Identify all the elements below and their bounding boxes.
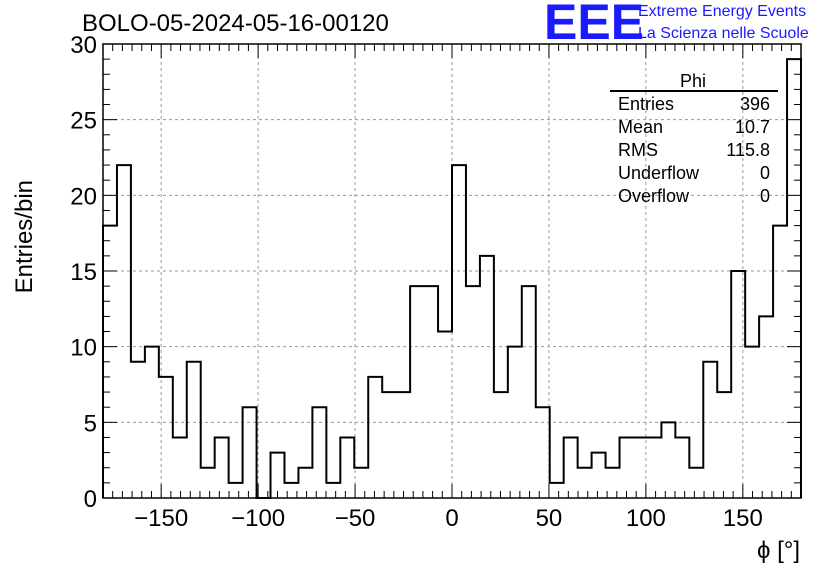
tick-labels: −150 −100 −50 0 50 100 150 0 5 10 15 20 25 30 [70, 32, 763, 532]
histogram-bin [159, 377, 173, 498]
logo-mark: EEE [544, 0, 645, 50]
histogram-bin [578, 468, 592, 498]
histogram-bin [243, 407, 257, 498]
histogram-bin [689, 468, 703, 498]
y-axis-label: Entries/bin [11, 180, 38, 293]
histogram-bin [368, 377, 382, 498]
histogram-bin [536, 407, 550, 498]
x-tick-label: 150 [723, 505, 763, 532]
histogram-bin [229, 483, 243, 498]
histogram-bin [187, 362, 201, 498]
stats-row-label: RMS [618, 140, 658, 160]
histogram-bin [271, 453, 285, 498]
logo-line-1: Extreme Energy Events [638, 3, 807, 20]
histogram-bin [550, 483, 564, 498]
histogram-bin [340, 437, 354, 498]
x-tick-label: −150 [134, 505, 188, 532]
histogram-bin [396, 392, 410, 498]
histogram-bin [145, 347, 159, 498]
y-tick-label: 5 [84, 410, 97, 437]
histogram-bin [284, 483, 298, 498]
histogram-bin [466, 286, 480, 498]
histogram-bin [633, 437, 647, 498]
stats-row-value: 10.7 [735, 117, 770, 137]
histogram-bin [131, 362, 145, 498]
x-tick-label: −50 [335, 505, 376, 532]
histogram-bin [480, 256, 494, 498]
histogram-bin [745, 347, 759, 498]
histogram-bin [592, 453, 606, 498]
y-tick-label: 10 [70, 335, 97, 362]
x-tick-label: 0 [445, 505, 458, 532]
histogram-bin [620, 437, 634, 498]
stats-row-value: 0 [760, 163, 770, 183]
stats-box: Phi Entries 396 Mean 10.7 RMS 115.8 Underflow 0… [610, 71, 778, 206]
histogram-bin [787, 59, 801, 498]
histogram-bin [103, 226, 117, 498]
histogram-bin [661, 422, 675, 498]
histogram-bin [731, 271, 745, 498]
y-tick-label: 20 [70, 183, 97, 210]
histogram-bin [606, 468, 620, 498]
y-tick-label: 0 [84, 486, 97, 513]
histogram-bin [382, 392, 396, 498]
histogram-bin [410, 286, 424, 498]
histogram-bin [675, 437, 689, 498]
x-axis-label: ϕ [°] [757, 537, 800, 564]
histogram-bin [759, 316, 773, 498]
x-tick-label: 50 [536, 505, 563, 532]
stats-row-label: Entries [618, 94, 674, 114]
histogram-bin [215, 437, 229, 498]
histogram-bin [424, 286, 438, 498]
y-tick-label: 25 [70, 108, 97, 135]
histogram-bin [117, 165, 131, 498]
histogram-bin [452, 165, 466, 498]
x-tick-label: 100 [626, 505, 666, 532]
stats-row-label: Mean [618, 117, 663, 137]
histogram-bin [326, 483, 340, 498]
histogram-bin [438, 332, 452, 498]
logo-line-2: La Scienza nelle Scuole [638, 25, 809, 42]
stats-row-label: Overflow [618, 186, 690, 206]
histogram-bin [312, 407, 326, 498]
axis-ticks [103, 43, 801, 499]
plot-title: BOLO-05-2024-05-16-00120 [82, 10, 389, 37]
y-tick-label: 15 [70, 259, 97, 286]
histogram-bin [564, 437, 578, 498]
stats-row-value: 115.8 [726, 140, 770, 160]
histogram-bin [201, 468, 215, 498]
stats-row-value: 0 [760, 186, 770, 206]
histogram-outline [102, 58, 802, 499]
histogram-bin [494, 392, 508, 498]
histogram-bin [647, 437, 661, 498]
histogram-bin [354, 468, 368, 498]
stats-row-value: 396 [740, 94, 770, 114]
stats-title: Phi [680, 71, 706, 91]
histogram-bin [703, 362, 717, 498]
y-tick-label: 30 [70, 32, 97, 59]
histogram-bin [173, 437, 187, 498]
histogram-bin [298, 468, 312, 498]
histogram-bin [508, 347, 522, 498]
histogram-bin [522, 286, 536, 498]
histogram-bin [717, 392, 731, 498]
x-tick-label: −100 [231, 505, 285, 532]
stats-row-label: Underflow [618, 163, 700, 183]
histogram-bin [773, 226, 787, 498]
